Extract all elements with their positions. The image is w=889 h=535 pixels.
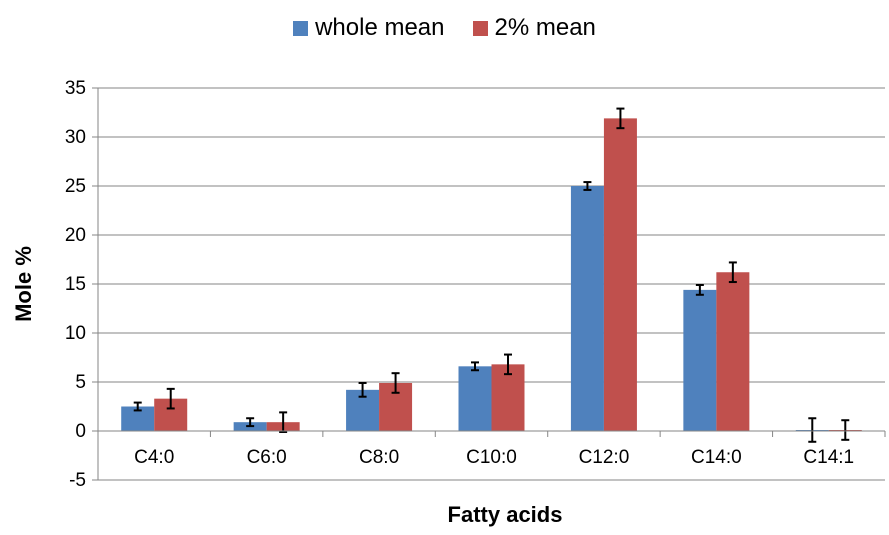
y-axis-title: Mole % [11, 246, 36, 322]
legend-swatch-2pct-mean [472, 20, 488, 36]
error-bar [358, 381, 367, 398]
y-tick-label: 20 [65, 225, 86, 246]
x-tick-label: C14:1 [803, 447, 854, 468]
bar-2pct-mean [716, 272, 750, 431]
x-tick-label: C14:0 [691, 447, 742, 468]
y-tick-label: 0 [75, 421, 86, 442]
legend-label-whole-mean: whole mean [315, 14, 445, 41]
y-tick-label: 25 [65, 176, 86, 197]
x-tick-label: C12:0 [579, 447, 630, 468]
x-tick-label: C4:0 [134, 447, 174, 468]
y-tick-label: 30 [65, 127, 86, 148]
bar-2pct-mean [603, 118, 637, 431]
x-axis-title: Fatty acids [448, 502, 563, 527]
x-tick-label: C8:0 [359, 447, 399, 468]
error-bar [246, 417, 255, 428]
y-tick-label: 15 [65, 274, 86, 295]
error-bar [728, 261, 737, 284]
error-bar [133, 401, 142, 412]
legend-item-2pct-mean: 2% mean [472, 14, 596, 42]
error-bar [471, 361, 479, 372]
y-tick-label: 5 [75, 372, 86, 393]
error-bar [616, 107, 625, 130]
x-tick-label: C6:0 [247, 447, 287, 468]
error-bar [808, 417, 817, 443]
error-bar [841, 419, 850, 441]
error-bar [504, 353, 512, 376]
legend-label-2pct-mean: 2% mean [494, 14, 596, 41]
error-bar [583, 181, 592, 191]
bar-whole-mean [570, 186, 604, 431]
bar-whole-mean [458, 366, 492, 431]
y-tick-label: -5 [69, 470, 86, 491]
error-bar [166, 387, 175, 410]
axis-layer: -5 0 5 10 15 20 25 30 35 C4:0 C6:0 C8:0 C10:0 C12:0 C1… [65, 78, 886, 491]
x-tick-label: C10:0 [466, 447, 517, 468]
error-bar [391, 372, 400, 394]
bar-whole-mean [683, 289, 717, 431]
legend: whole mean 2% mean [0, 14, 889, 42]
y-tick-label: 35 [65, 78, 86, 99]
y-tick-label: 10 [65, 323, 86, 344]
bar-2pct-mean [491, 364, 525, 431]
legend-item-whole-mean: whole mean [293, 14, 445, 42]
legend-swatch-whole-mean [293, 20, 309, 36]
error-bar [279, 411, 288, 433]
bars-layer [121, 107, 862, 443]
error-bar [695, 283, 704, 296]
